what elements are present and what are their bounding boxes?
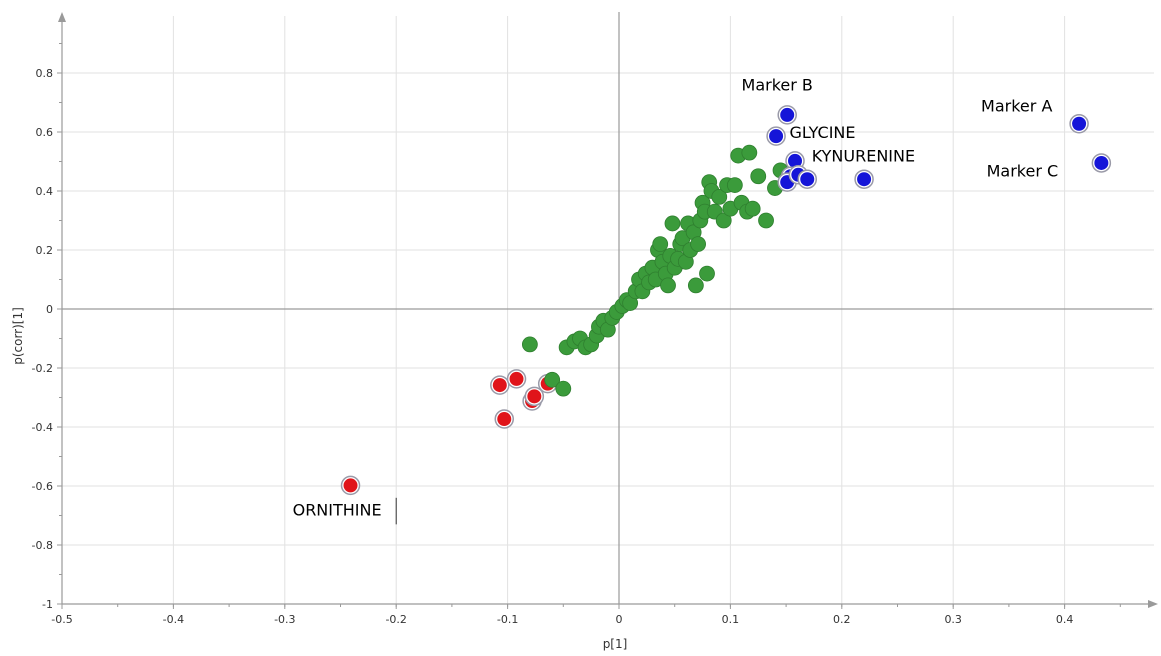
data-point-green (521, 336, 538, 353)
data-point-green (652, 236, 669, 253)
x-tick-label: 0 (616, 613, 623, 626)
x-tick-label: -0.3 (274, 613, 295, 626)
annotation-label: GLYCINE (789, 123, 855, 142)
data-point-core-blue (769, 129, 784, 144)
data-point-green (744, 200, 761, 217)
y-tick-label: -0.4 (32, 421, 53, 434)
data-point-green (544, 371, 561, 388)
annotation-label: ORNITHINE (293, 501, 382, 520)
x-tick-label: 0.1 (722, 613, 740, 626)
y-tick-label: -0.2 (32, 362, 53, 375)
data-point-core-blue (788, 153, 803, 168)
y-tick-label: 0.2 (36, 244, 54, 257)
data-point-green (690, 236, 706, 253)
x-axis-title: p[1] (603, 637, 628, 651)
data-point-core-blue (800, 172, 815, 187)
x-tick-label: -0.1 (497, 613, 518, 626)
data-point-green (726, 177, 743, 194)
x-tick-label: 0.2 (833, 613, 851, 626)
annotation-label: Marker A (981, 96, 1052, 115)
data-point-green (715, 212, 732, 229)
x-axis-arrow (1148, 600, 1158, 608)
y-tick-label: -1 (42, 598, 53, 611)
annotation-label: Marker C (987, 161, 1059, 180)
x-tick-label: -0.4 (163, 613, 184, 626)
y-axis-arrow (58, 12, 66, 22)
data-points (340, 105, 1112, 496)
y-tick-label: 0.8 (36, 67, 54, 80)
data-point-green (664, 215, 681, 232)
data-point-core-blue (857, 172, 872, 187)
data-point-core-red (509, 371, 524, 386)
data-point-green (711, 188, 728, 205)
data-point-core-red (527, 389, 542, 404)
y-tick-label: 0.4 (36, 185, 54, 198)
data-point-green (758, 212, 774, 229)
y-tick-label: -0.8 (32, 539, 53, 552)
annotation-label: Marker B (742, 76, 813, 95)
x-tick-label: -0.2 (385, 613, 406, 626)
y-tick-label: 0 (46, 303, 53, 316)
data-point-green (660, 277, 676, 294)
data-point-core-red (343, 478, 358, 493)
data-point-core-blue (1072, 116, 1087, 131)
annotations: Marker B GLYCINE KYNURENINE Marker A Marker … (293, 76, 1059, 525)
data-point-green (741, 144, 758, 161)
y-axis-title: p(corr)[1] (11, 307, 25, 365)
data-point-core-red (492, 378, 507, 393)
data-point-green (750, 168, 767, 185)
data-point-green (687, 277, 704, 294)
data-point-green (555, 380, 572, 397)
x-tick-label: 0.4 (1056, 613, 1074, 626)
y-tick-label: -0.6 (32, 480, 53, 493)
data-point-core-blue (1094, 155, 1109, 170)
grid (62, 16, 1154, 605)
data-point-core-red (497, 412, 512, 427)
data-point-core-blue (780, 107, 795, 122)
y-tick-label: 0.6 (36, 126, 54, 139)
data-point-green (699, 265, 715, 282)
tick-labels: -0.5 -0.4 -0.3 -0.2 -0.1 0 0.1 0.2 0.3 0.4 -1 -0.8 -… (32, 43, 1121, 626)
x-tick-label: 0.3 (944, 613, 962, 626)
x-tick-label: -0.5 (51, 613, 72, 626)
annotation-label: KYNURENINE (812, 147, 915, 166)
